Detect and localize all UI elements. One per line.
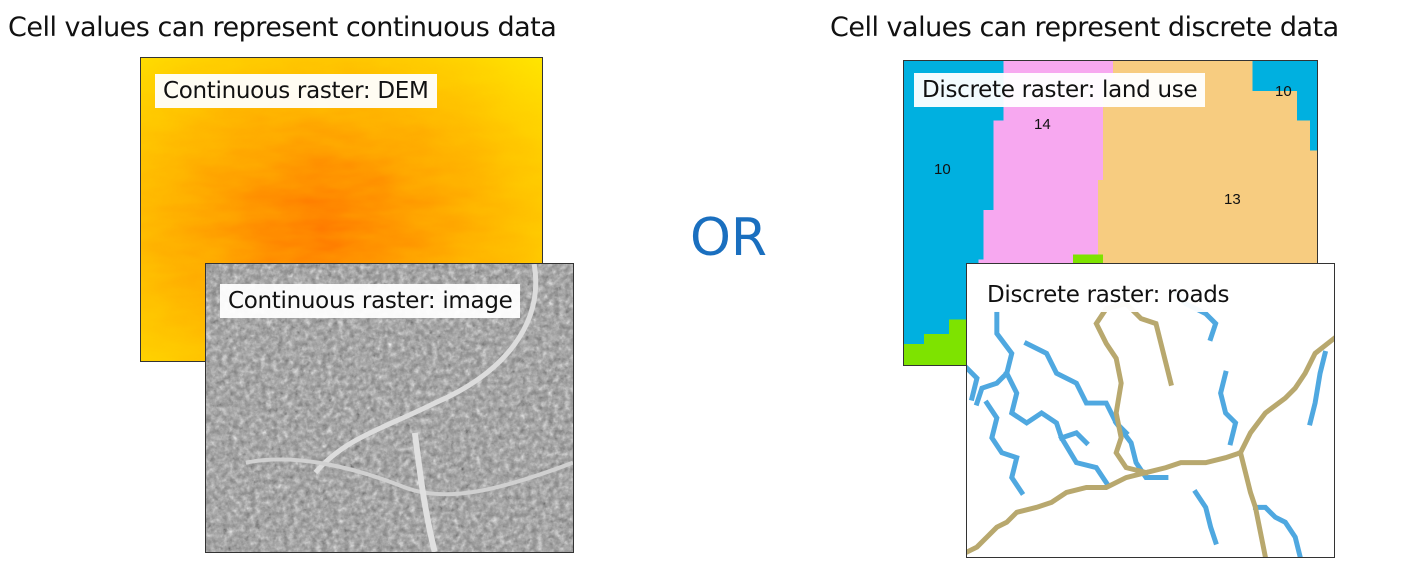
roads-raster-panel: Discrete raster: roads	[966, 263, 1335, 558]
image-caption: Continuous raster: image	[220, 284, 521, 318]
image-raster-panel: Continuous raster: image	[205, 263, 574, 553]
roads-caption: Discrete raster: roads	[979, 278, 1238, 312]
cell-label-water-left: 10	[934, 161, 951, 178]
cell-label-tan: 13	[1224, 191, 1241, 208]
or-separator: OR	[690, 208, 768, 268]
land-use-caption: Discrete raster: land use	[914, 73, 1206, 107]
roads-raster-image	[967, 290, 1334, 557]
cell-label-water-top: 10	[1275, 83, 1292, 100]
dem-caption: Continuous raster: DEM	[155, 74, 437, 108]
cell-label-pink: 14	[1034, 116, 1051, 133]
left-heading: Cell values can represent continuous dat…	[8, 12, 557, 43]
right-heading: Cell values can represent discrete data	[830, 12, 1339, 43]
